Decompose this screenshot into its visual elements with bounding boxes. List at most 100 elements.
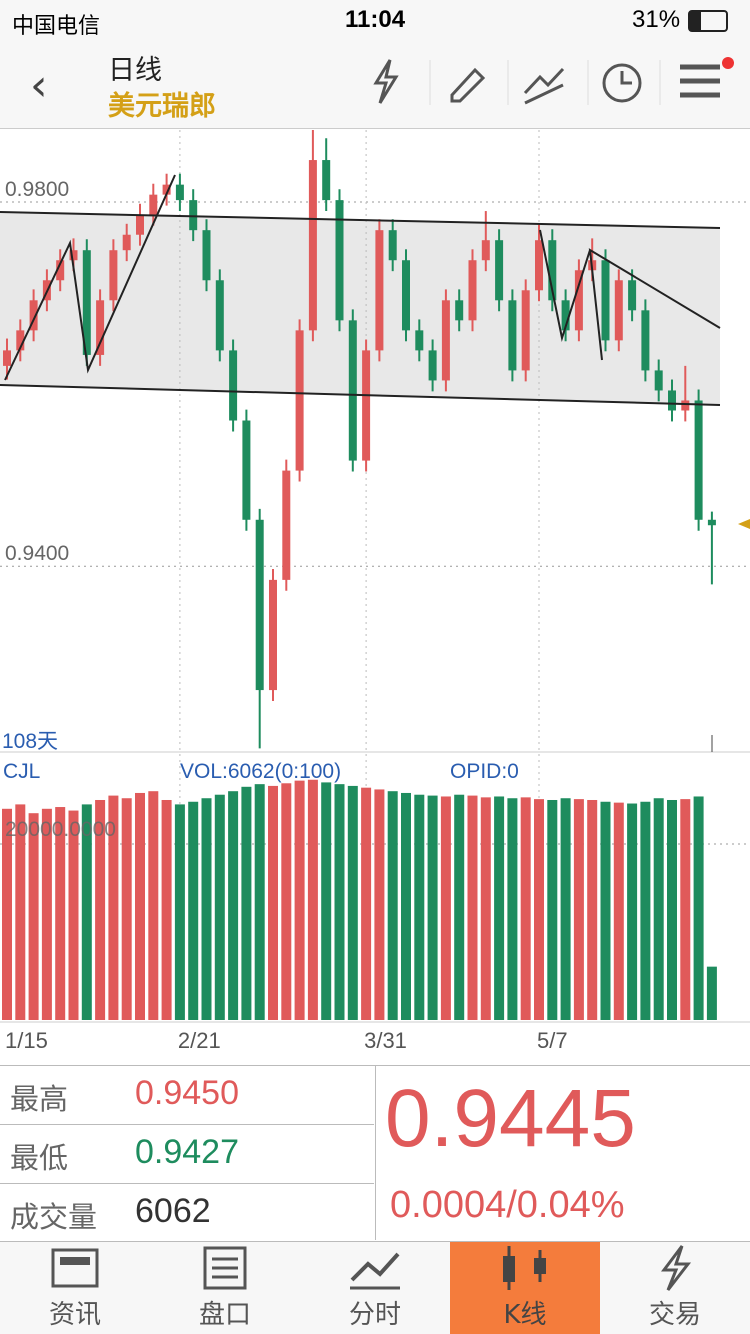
tab-active[interactable]: K线: [450, 1242, 600, 1334]
candle-body: [468, 260, 477, 321]
value: 0.9450: [135, 1074, 239, 1112]
volume-bar: [534, 799, 544, 1020]
candle-body: [295, 330, 304, 471]
candle-body: [641, 310, 650, 371]
volume-bar: [600, 801, 611, 1020]
candle-body: [601, 260, 610, 341]
indicator-label: OPID:0: [450, 760, 519, 783]
volume-bar: [693, 796, 704, 1020]
last-price: 0.9445: [385, 1073, 636, 1164]
value: 0.9427: [135, 1133, 239, 1171]
candle-body: [215, 280, 224, 351]
volume-bar: [228, 791, 239, 1020]
volume-bar: [281, 783, 292, 1020]
battery: 31%: [632, 6, 681, 33]
volume-bar: [68, 810, 79, 1020]
candle-body: [348, 320, 357, 461]
candle-body: [535, 240, 543, 291]
volume-bar: [547, 799, 558, 1020]
candle-body: [175, 184, 184, 201]
candle-body: [96, 300, 105, 355]
volume-bar: [507, 798, 518, 1020]
header-title: 日线: [108, 55, 162, 86]
volume-bar: [41, 808, 52, 1020]
volume-bar: [81, 804, 92, 1020]
volume-bar: [161, 799, 172, 1020]
x-tick-label: 1/15: [5, 1028, 48, 1053]
volume-bar: [174, 804, 185, 1020]
candle-body: [162, 184, 171, 195]
candle-body: [335, 200, 344, 321]
candle-body: [109, 250, 118, 301]
y-tick-label: 0.9800: [5, 178, 69, 201]
volume-bar: [706, 966, 717, 1020]
volume-bar: [268, 785, 278, 1020]
volume-row: 成交量 6062: [0, 1184, 374, 1242]
annotation: 108天: [2, 730, 58, 753]
x-tick-label: 5/7: [537, 1028, 568, 1053]
tab[interactable]: 盘口: [150, 1242, 300, 1334]
candle-body: [149, 194, 158, 215]
candle-body: [29, 300, 38, 331]
channel: [0, 212, 720, 405]
candle-body: [189, 200, 198, 231]
volume-bar: [680, 799, 691, 1020]
candle-body: [574, 270, 583, 331]
volume-bar: [454, 794, 465, 1020]
candle-body: [415, 330, 424, 351]
divider: [375, 1065, 376, 1240]
volume-bar: [347, 785, 358, 1020]
candle-body: [282, 470, 291, 580]
volume-bar: [135, 792, 145, 1020]
toolbar-icons[interactable]: [360, 55, 740, 110]
tab[interactable]: 分时: [300, 1242, 450, 1334]
candle-body: [69, 250, 78, 261]
candle-body: [56, 260, 65, 281]
candle-body: [508, 300, 517, 371]
low-row: 最低 0.9427: [0, 1125, 374, 1184]
candle-body: [495, 240, 504, 301]
candle-body: [694, 400, 703, 520]
time: 11:04: [345, 6, 406, 33]
volume-bar: [55, 807, 66, 1020]
trend-lines: [0, 174, 721, 406]
volume-bar: [188, 801, 199, 1020]
volume-bar: [480, 797, 491, 1020]
tab[interactable]: 交易: [600, 1242, 750, 1334]
candle-body: [628, 280, 637, 311]
candle-body: [428, 350, 437, 381]
volume-bar: [653, 798, 664, 1020]
volume-bar: [401, 792, 411, 1020]
candle-body: [388, 230, 397, 261]
volume-bar: [241, 786, 252, 1020]
volume-bar: [520, 797, 531, 1020]
candle-body: [82, 250, 91, 355]
volume-bar: [374, 789, 385, 1020]
y-tick-label: 0.9400: [5, 542, 69, 565]
change: 0.0004/0.04%: [390, 1184, 625, 1226]
volume-bar: [214, 794, 225, 1020]
volume-bar: [294, 780, 305, 1020]
carrier: 中国电信: [12, 14, 101, 39]
volume-bar: [627, 803, 638, 1020]
label: 最低: [10, 1141, 69, 1175]
value: 6062: [135, 1192, 211, 1230]
high-row: 最高 0.9450: [0, 1066, 374, 1125]
tab[interactable]: 资讯: [0, 1242, 150, 1334]
volume-bar: [254, 784, 265, 1020]
volume-bar: [427, 795, 438, 1020]
candle-body: [269, 579, 277, 691]
candle-body: [654, 370, 663, 391]
tab-label: K线: [503, 1300, 547, 1330]
volume-bar: [361, 787, 372, 1020]
candle-body: [441, 300, 450, 381]
y-tick-label: 20000.0000: [5, 818, 116, 841]
candle-body: [548, 240, 557, 301]
back-button[interactable]: ‹: [30, 60, 48, 111]
tab-label: 交易: [648, 1300, 701, 1330]
volume-bar: [573, 799, 584, 1020]
indicator-label: VOL:6062(0:100): [180, 760, 341, 783]
candle-body: [375, 230, 384, 351]
volume-bar: [95, 799, 106, 1020]
price-marker: [738, 519, 750, 529]
